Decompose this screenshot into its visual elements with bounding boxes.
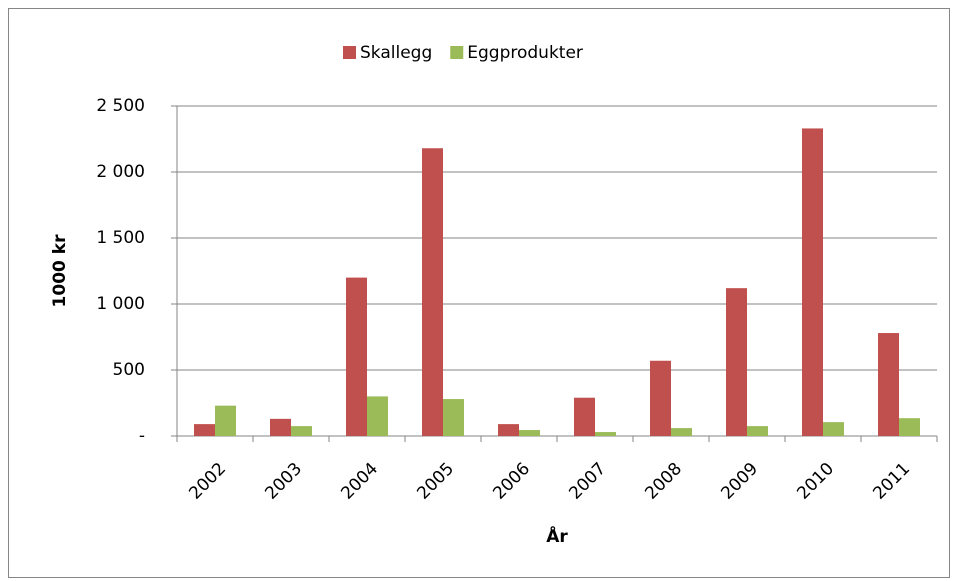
bar xyxy=(291,426,312,436)
y-tick-label: 500 xyxy=(113,360,145,380)
bar xyxy=(595,432,616,436)
legend-label: Skallegg xyxy=(360,43,432,63)
bar xyxy=(498,424,519,436)
bar xyxy=(650,360,671,436)
bar xyxy=(899,418,920,436)
bar xyxy=(194,424,215,436)
bar xyxy=(726,288,747,436)
bar xyxy=(443,399,464,436)
bar xyxy=(878,333,899,436)
bar xyxy=(519,430,540,436)
bar xyxy=(823,422,844,436)
y-tick-label: - xyxy=(139,426,145,446)
bar xyxy=(215,405,236,436)
legend-label: Eggprodukter xyxy=(467,43,583,63)
bar xyxy=(802,128,823,436)
y-tick-label: 1 000 xyxy=(96,294,145,314)
x-axis-title: År xyxy=(546,524,568,547)
y-tick-label: 2 500 xyxy=(96,96,145,116)
bar xyxy=(346,277,367,436)
bar xyxy=(270,418,291,436)
bar xyxy=(574,397,595,436)
legend-swatch xyxy=(343,46,356,59)
bar xyxy=(747,426,768,436)
y-tick-label: 2 000 xyxy=(96,162,145,182)
bar xyxy=(422,148,443,437)
chart-frame xyxy=(8,8,950,578)
y-axis-title: 1000 kr xyxy=(50,234,70,308)
y-tick-label: 1 500 xyxy=(96,228,145,248)
bar xyxy=(671,428,692,436)
bar xyxy=(367,396,388,436)
legend-swatch xyxy=(450,46,464,59)
